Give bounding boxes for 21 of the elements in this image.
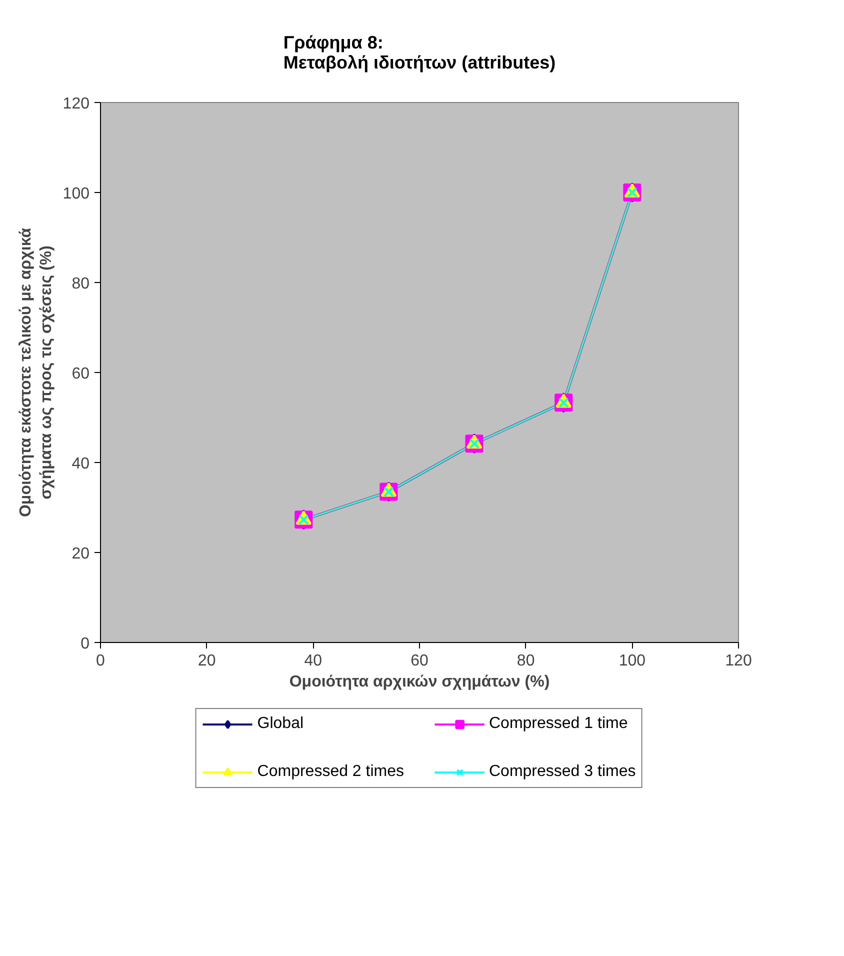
y-tick-label: 20 — [72, 546, 90, 562]
chart-title: Γράφημα 8: Μεταβολή ιδιοτήτων (attributes) — [283, 32, 556, 72]
y-tick-label: 80 — [72, 276, 90, 292]
x-tick-label: 20 — [198, 652, 216, 670]
legend-label: Compressed 1 time — [489, 715, 628, 733]
y-axis-title: Ομοιότητα εκάστοτε τελικού με αρχικά σχήματα ως προς τις σχέσεις (%) — [17, 228, 55, 518]
y-tick-label: 100 — [62, 186, 90, 202]
x-tick-label: 100 — [618, 652, 646, 670]
legend-label: Global — [257, 715, 304, 733]
legend-label: Compressed 2 times — [257, 763, 404, 781]
x-tick-label: 0 — [96, 652, 106, 670]
y-tick-label: 60 — [72, 366, 90, 382]
x-tick-label: 80 — [516, 652, 535, 670]
legend-label: Compressed 3 times — [489, 763, 636, 781]
x-tick-label: 40 — [304, 652, 322, 670]
x-tick-label: 120 — [725, 652, 752, 670]
x-axis-title: Ομοιότητα αρχικών σχημάτων (%) — [289, 674, 550, 690]
y-tick-label: 40 — [72, 456, 90, 472]
y-tick-label: 0 — [80, 636, 90, 652]
x-tick-label: 60 — [410, 652, 428, 670]
y-tick-label: 120 — [62, 96, 90, 112]
